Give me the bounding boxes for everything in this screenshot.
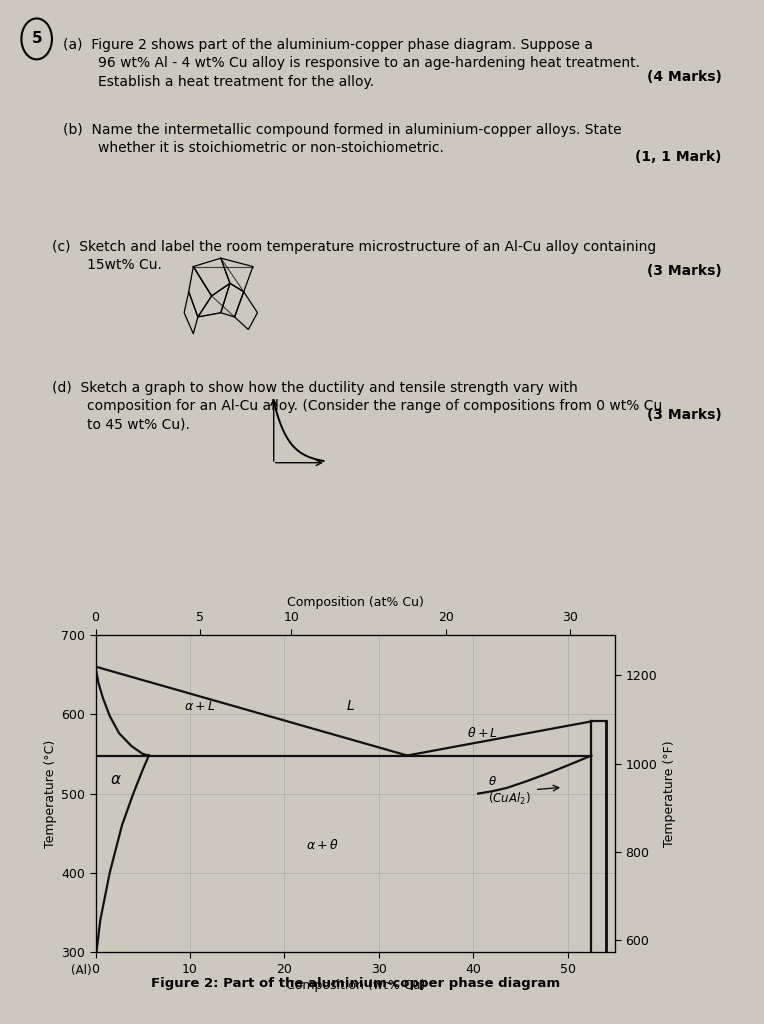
Text: (c)  Sketch and label the room temperature microstructure of an Al-Cu alloy cont: (c) Sketch and label the room temperatur…	[52, 240, 656, 272]
Text: (3 Marks): (3 Marks)	[647, 264, 722, 279]
Text: (4 Marks): (4 Marks)	[647, 70, 722, 84]
Text: $L$: $L$	[346, 699, 355, 714]
Text: (1, 1 Mark): (1, 1 Mark)	[636, 150, 722, 164]
Y-axis label: Temperature (°F): Temperature (°F)	[663, 740, 676, 847]
Text: (Al): (Al)	[71, 965, 92, 977]
X-axis label: Composition (at% Cu): Composition (at% Cu)	[286, 596, 424, 609]
Text: (a)  Figure 2 shows part of the aluminium-copper phase diagram. Suppose a
      : (a) Figure 2 shows part of the aluminium…	[63, 38, 639, 89]
Text: (b)  Name the intermetallic compound formed in aluminium-copper alloys. State
  : (b) Name the intermetallic compound form…	[63, 123, 621, 156]
X-axis label: Composition (wt% Cu): Composition (wt% Cu)	[286, 979, 425, 991]
Text: 5: 5	[31, 32, 42, 46]
Text: Figure 2: Part of the aluminium-copper phase diagram: Figure 2: Part of the aluminium-copper p…	[151, 977, 560, 990]
Y-axis label: Temperature (°C): Temperature (°C)	[44, 739, 57, 848]
Text: $\theta+L$: $\theta+L$	[467, 726, 498, 740]
Text: (3 Marks): (3 Marks)	[647, 408, 722, 422]
Text: $\alpha$: $\alpha$	[110, 772, 122, 786]
Text: $\alpha+L$: $\alpha+L$	[183, 699, 215, 713]
Text: $\theta$
$(CuAl_2)$: $\theta$ $(CuAl_2)$	[487, 775, 530, 807]
Text: $\alpha+\theta$: $\alpha+\theta$	[306, 839, 338, 852]
Text: (d)  Sketch a graph to show how the ductility and tensile strength vary with
   : (d) Sketch a graph to show how the ducti…	[52, 381, 662, 432]
